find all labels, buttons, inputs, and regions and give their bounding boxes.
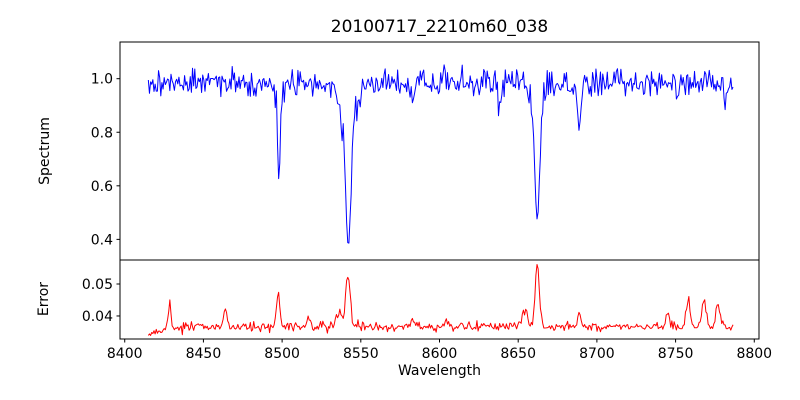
x-tick-label: 8700 [579, 346, 615, 362]
y-tick-label: 0.6 [91, 179, 113, 195]
chart-title: 20100717_2210m60_038 [331, 17, 548, 37]
spectrum-trace [147, 64, 734, 244]
error-y-axis-label: Error [36, 282, 52, 316]
x-tick-label: 8750 [658, 346, 694, 362]
y-tick-label: 0.8 [91, 125, 113, 141]
spectrum-y-axis-label: Spectrum [37, 117, 53, 185]
x-tick-label: 8800 [736, 346, 772, 362]
x-tick-label: 8400 [107, 346, 143, 362]
spectrum-axes-frame [119, 41, 760, 261]
x-tick-label: 8500 [264, 346, 300, 362]
y-tick-label: 0.04 [82, 309, 113, 325]
x-tick-label: 8550 [343, 346, 379, 362]
y-tick-label: 0.05 [82, 277, 113, 293]
error-axes-frame [119, 259, 760, 340]
y-tick-label: 1.0 [91, 72, 113, 88]
error-trace [147, 263, 734, 336]
data-layer [147, 64, 734, 336]
x-axis-label: Wavelength [398, 363, 481, 379]
x-tick-label: 8650 [500, 346, 536, 362]
y-tick-label: 0.4 [91, 232, 113, 248]
x-tick-label: 8450 [186, 346, 222, 362]
x-tick-label: 8600 [422, 346, 458, 362]
axes-layer: 8400 8450 8500 8550 8600 8650 8700 8750 8800 1.0 0… [82, 72, 772, 362]
